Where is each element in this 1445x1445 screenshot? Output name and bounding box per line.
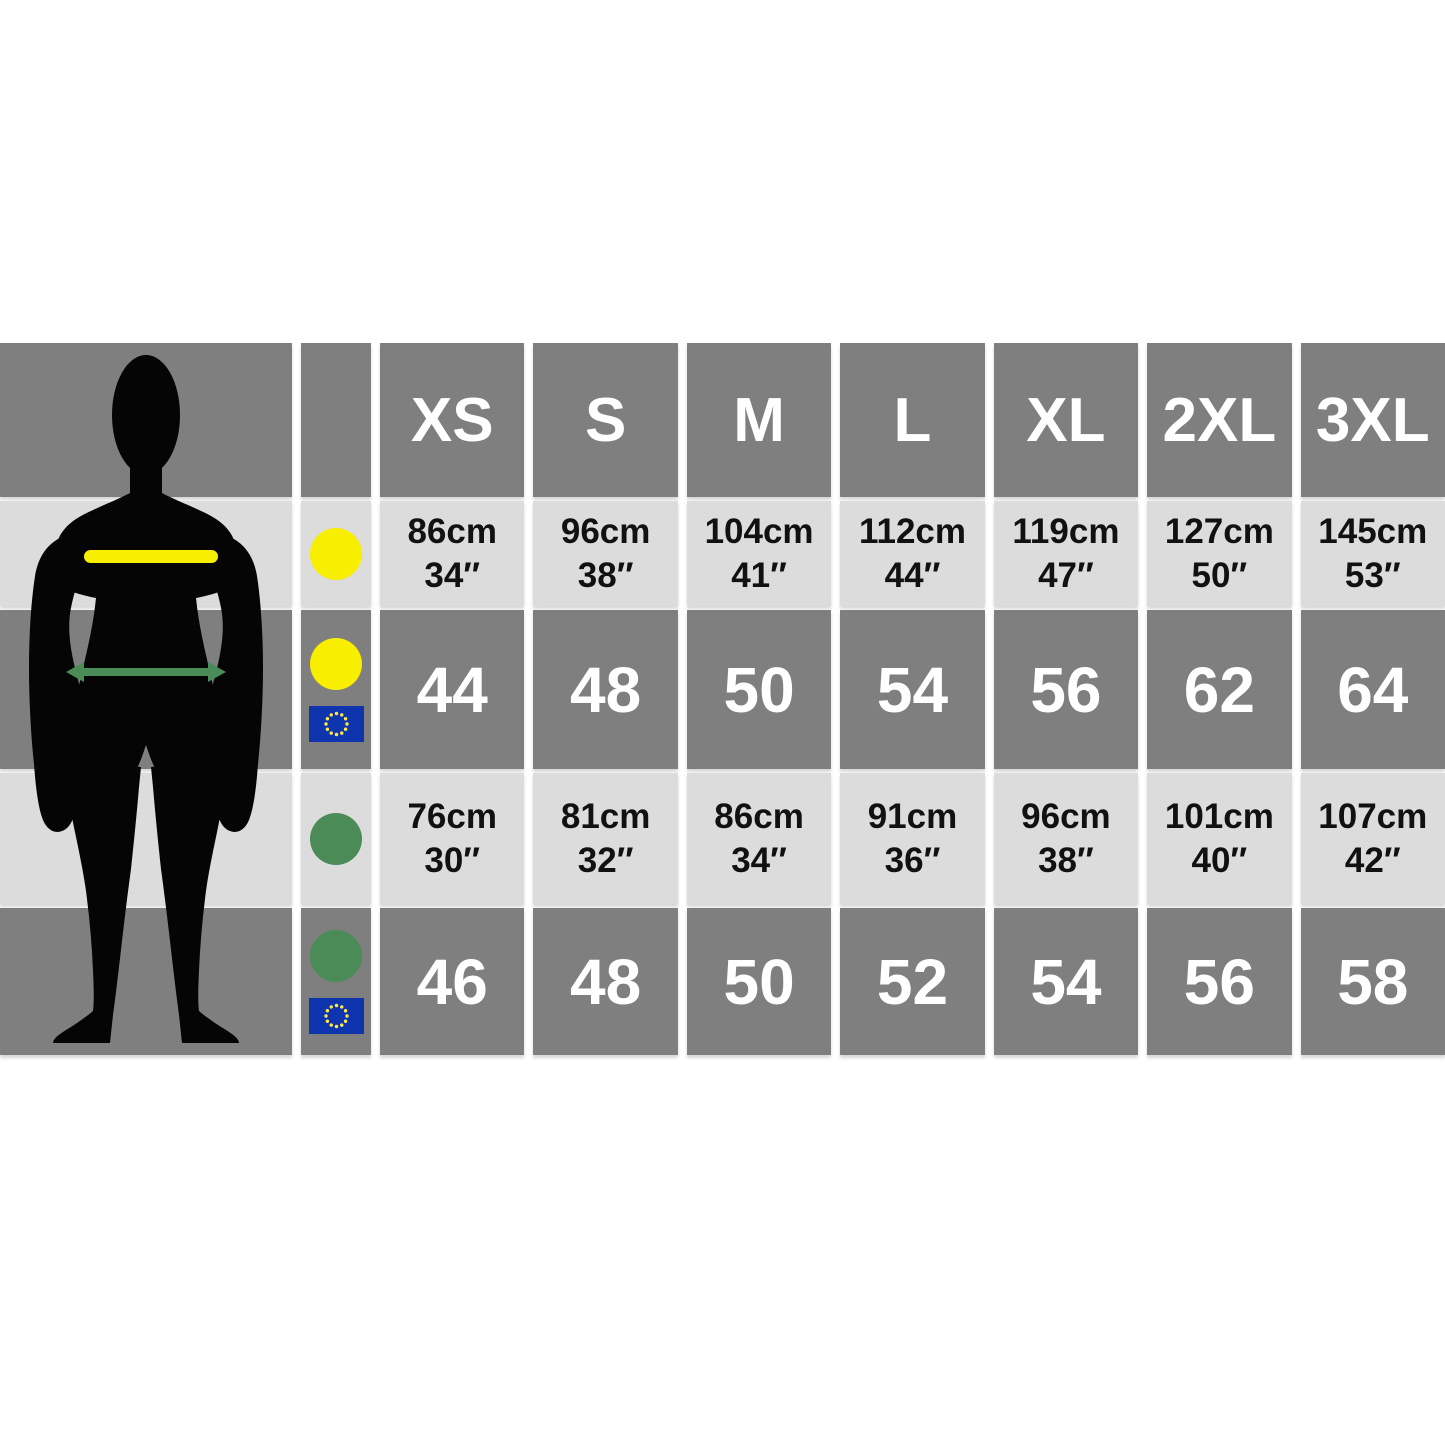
chest-cm-value: 145cm bbox=[1318, 511, 1428, 551]
waist-cm-value: 96cm bbox=[1021, 796, 1111, 836]
chest-eu-l: 54 bbox=[840, 610, 985, 769]
chest-cm-2xl: 127cm 50″ bbox=[1147, 501, 1292, 606]
waist-cm-value: 91cm bbox=[867, 796, 958, 836]
chest-cm-xs: 86cm 34″ bbox=[380, 501, 525, 606]
chest-eu-xs: 44 bbox=[380, 610, 525, 769]
chest-indicator-cell bbox=[301, 501, 371, 606]
silhouette-band-waist-cm bbox=[0, 773, 292, 904]
chest-cm-s: 96cm 38″ bbox=[533, 501, 678, 606]
waist-cm-value: 86cm bbox=[714, 796, 804, 836]
waist-eu-2xl: 56 bbox=[1147, 908, 1292, 1055]
chest-eu-2xl: 62 bbox=[1147, 610, 1292, 769]
size-header-xs: XS bbox=[380, 343, 525, 497]
waist-cm-s: 81cm 32″ bbox=[533, 773, 678, 904]
waist-indicator-cell bbox=[301, 773, 371, 904]
size-chart-grid: XS S M L XL 2XL 3XL 86cm 34″ 96cm 38″ 10… bbox=[0, 343, 1445, 1055]
chest-eu-m: 50 bbox=[686, 610, 832, 769]
chest-eu-xl: 56 bbox=[993, 610, 1139, 769]
size-header-m: M bbox=[686, 343, 832, 497]
chest-inch-value: 50″ bbox=[1191, 555, 1248, 595]
chest-cm-value: 86cm bbox=[407, 511, 497, 551]
waist-inch-value: 32″ bbox=[577, 840, 634, 880]
waist-cm-xs: 76cm 30″ bbox=[380, 773, 525, 904]
eu-flag-icon bbox=[309, 998, 364, 1034]
chest-cm-m: 104cm 41″ bbox=[686, 501, 832, 606]
chest-cm-value: 127cm bbox=[1164, 511, 1274, 551]
size-header-l: L bbox=[840, 343, 985, 497]
waist-inch-value: 34″ bbox=[731, 840, 787, 880]
waist-cm-l: 91cm 36″ bbox=[840, 773, 985, 904]
size-header-xl: XL bbox=[993, 343, 1139, 497]
chest-inch-value: 34″ bbox=[424, 555, 481, 595]
waist-cm-value: 107cm bbox=[1318, 796, 1428, 836]
indicator-column-header bbox=[301, 343, 371, 497]
waist-indicator-dot-icon bbox=[310, 929, 362, 982]
chest-inch-value: 38″ bbox=[577, 555, 634, 595]
size-header-s: S bbox=[533, 343, 678, 497]
chest-indicator-dot-icon bbox=[310, 637, 362, 690]
chest-inch-value: 44″ bbox=[884, 555, 941, 595]
waist-inch-value: 38″ bbox=[1038, 840, 1094, 880]
waist-inch-value: 36″ bbox=[884, 840, 941, 880]
chest-cm-xl: 119cm 47″ bbox=[993, 501, 1139, 606]
waist-inch-value: 40″ bbox=[1191, 840, 1248, 880]
waist-cm-m: 86cm 34″ bbox=[686, 773, 832, 904]
waist-eu-l: 52 bbox=[840, 908, 985, 1055]
waist-inch-value: 42″ bbox=[1344, 840, 1401, 880]
chest-eu-3xl: 64 bbox=[1300, 610, 1445, 769]
waist-eu-xl: 54 bbox=[993, 908, 1139, 1055]
chest-eu-indicator-cell bbox=[301, 610, 371, 769]
waist-cm-xl: 96cm 38″ bbox=[993, 773, 1139, 904]
chest-cm-value: 119cm bbox=[1012, 511, 1120, 551]
chest-cm-value: 112cm bbox=[858, 511, 967, 551]
eu-flag-icon bbox=[309, 706, 364, 742]
size-header-2xl: 2XL bbox=[1147, 343, 1292, 497]
silhouette-band-chest-eu bbox=[0, 610, 292, 769]
chest-inch-value: 41″ bbox=[731, 555, 787, 595]
waist-eu-s: 48 bbox=[533, 908, 678, 1055]
waist-inch-value: 30″ bbox=[424, 840, 481, 880]
silhouette-band-header bbox=[0, 343, 292, 497]
waist-indicator-dot-icon bbox=[310, 812, 362, 865]
size-header-3xl: 3XL bbox=[1300, 343, 1445, 497]
chest-eu-s: 48 bbox=[533, 610, 678, 769]
silhouette-band-waist-eu bbox=[0, 908, 292, 1055]
waist-cm-value: 101cm bbox=[1164, 796, 1274, 836]
chest-inch-value: 47″ bbox=[1038, 555, 1094, 595]
chest-cm-l: 112cm 44″ bbox=[840, 501, 985, 606]
waist-eu-indicator-cell bbox=[301, 908, 371, 1055]
waist-cm-2xl: 101cm 40″ bbox=[1147, 773, 1292, 904]
silhouette-band-chest-cm bbox=[0, 501, 292, 606]
chest-indicator-dot-icon bbox=[310, 527, 362, 580]
waist-eu-m: 50 bbox=[686, 908, 832, 1055]
waist-cm-value: 76cm bbox=[407, 796, 497, 836]
chest-cm-3xl: 145cm 53″ bbox=[1300, 501, 1445, 606]
waist-eu-xs: 46 bbox=[380, 908, 525, 1055]
waist-cm-3xl: 107cm 42″ bbox=[1300, 773, 1445, 904]
chest-inch-value: 53″ bbox=[1344, 555, 1401, 595]
waist-cm-value: 81cm bbox=[560, 796, 651, 836]
chest-cm-value: 96cm bbox=[560, 511, 651, 551]
chest-cm-value: 104cm bbox=[704, 511, 814, 551]
waist-eu-3xl: 58 bbox=[1300, 908, 1445, 1055]
